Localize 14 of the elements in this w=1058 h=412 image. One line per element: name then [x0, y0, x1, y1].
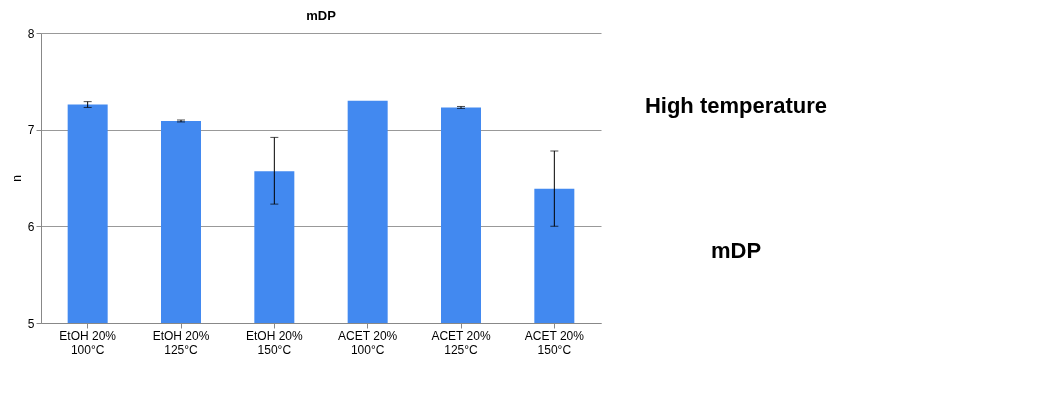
text: mDP: [710, 237, 762, 263]
x-tick-label: EtOH 20% 100°C: [59, 328, 117, 357]
x-tick-label: ACET 20% 150°C: [524, 328, 585, 357]
x-tick-label: EtOH 20% 150°C: [245, 328, 303, 357]
x-tick-label: EtOH 20% 125°C: [152, 328, 210, 357]
y-tick-label: 7: [27, 123, 35, 138]
y-tick-label: 5: [27, 316, 35, 331]
text: High temperature: [644, 92, 828, 118]
y-axis-title: n: [9, 175, 24, 182]
x-tick-label: ACET 20% 100°C: [338, 328, 398, 357]
y-tick-label: 6: [27, 219, 35, 234]
chart-title: mDP: [306, 8, 337, 23]
x-tick-label: ACET 20% 125°C: [431, 328, 491, 357]
y-tick-label: 8: [27, 26, 35, 41]
